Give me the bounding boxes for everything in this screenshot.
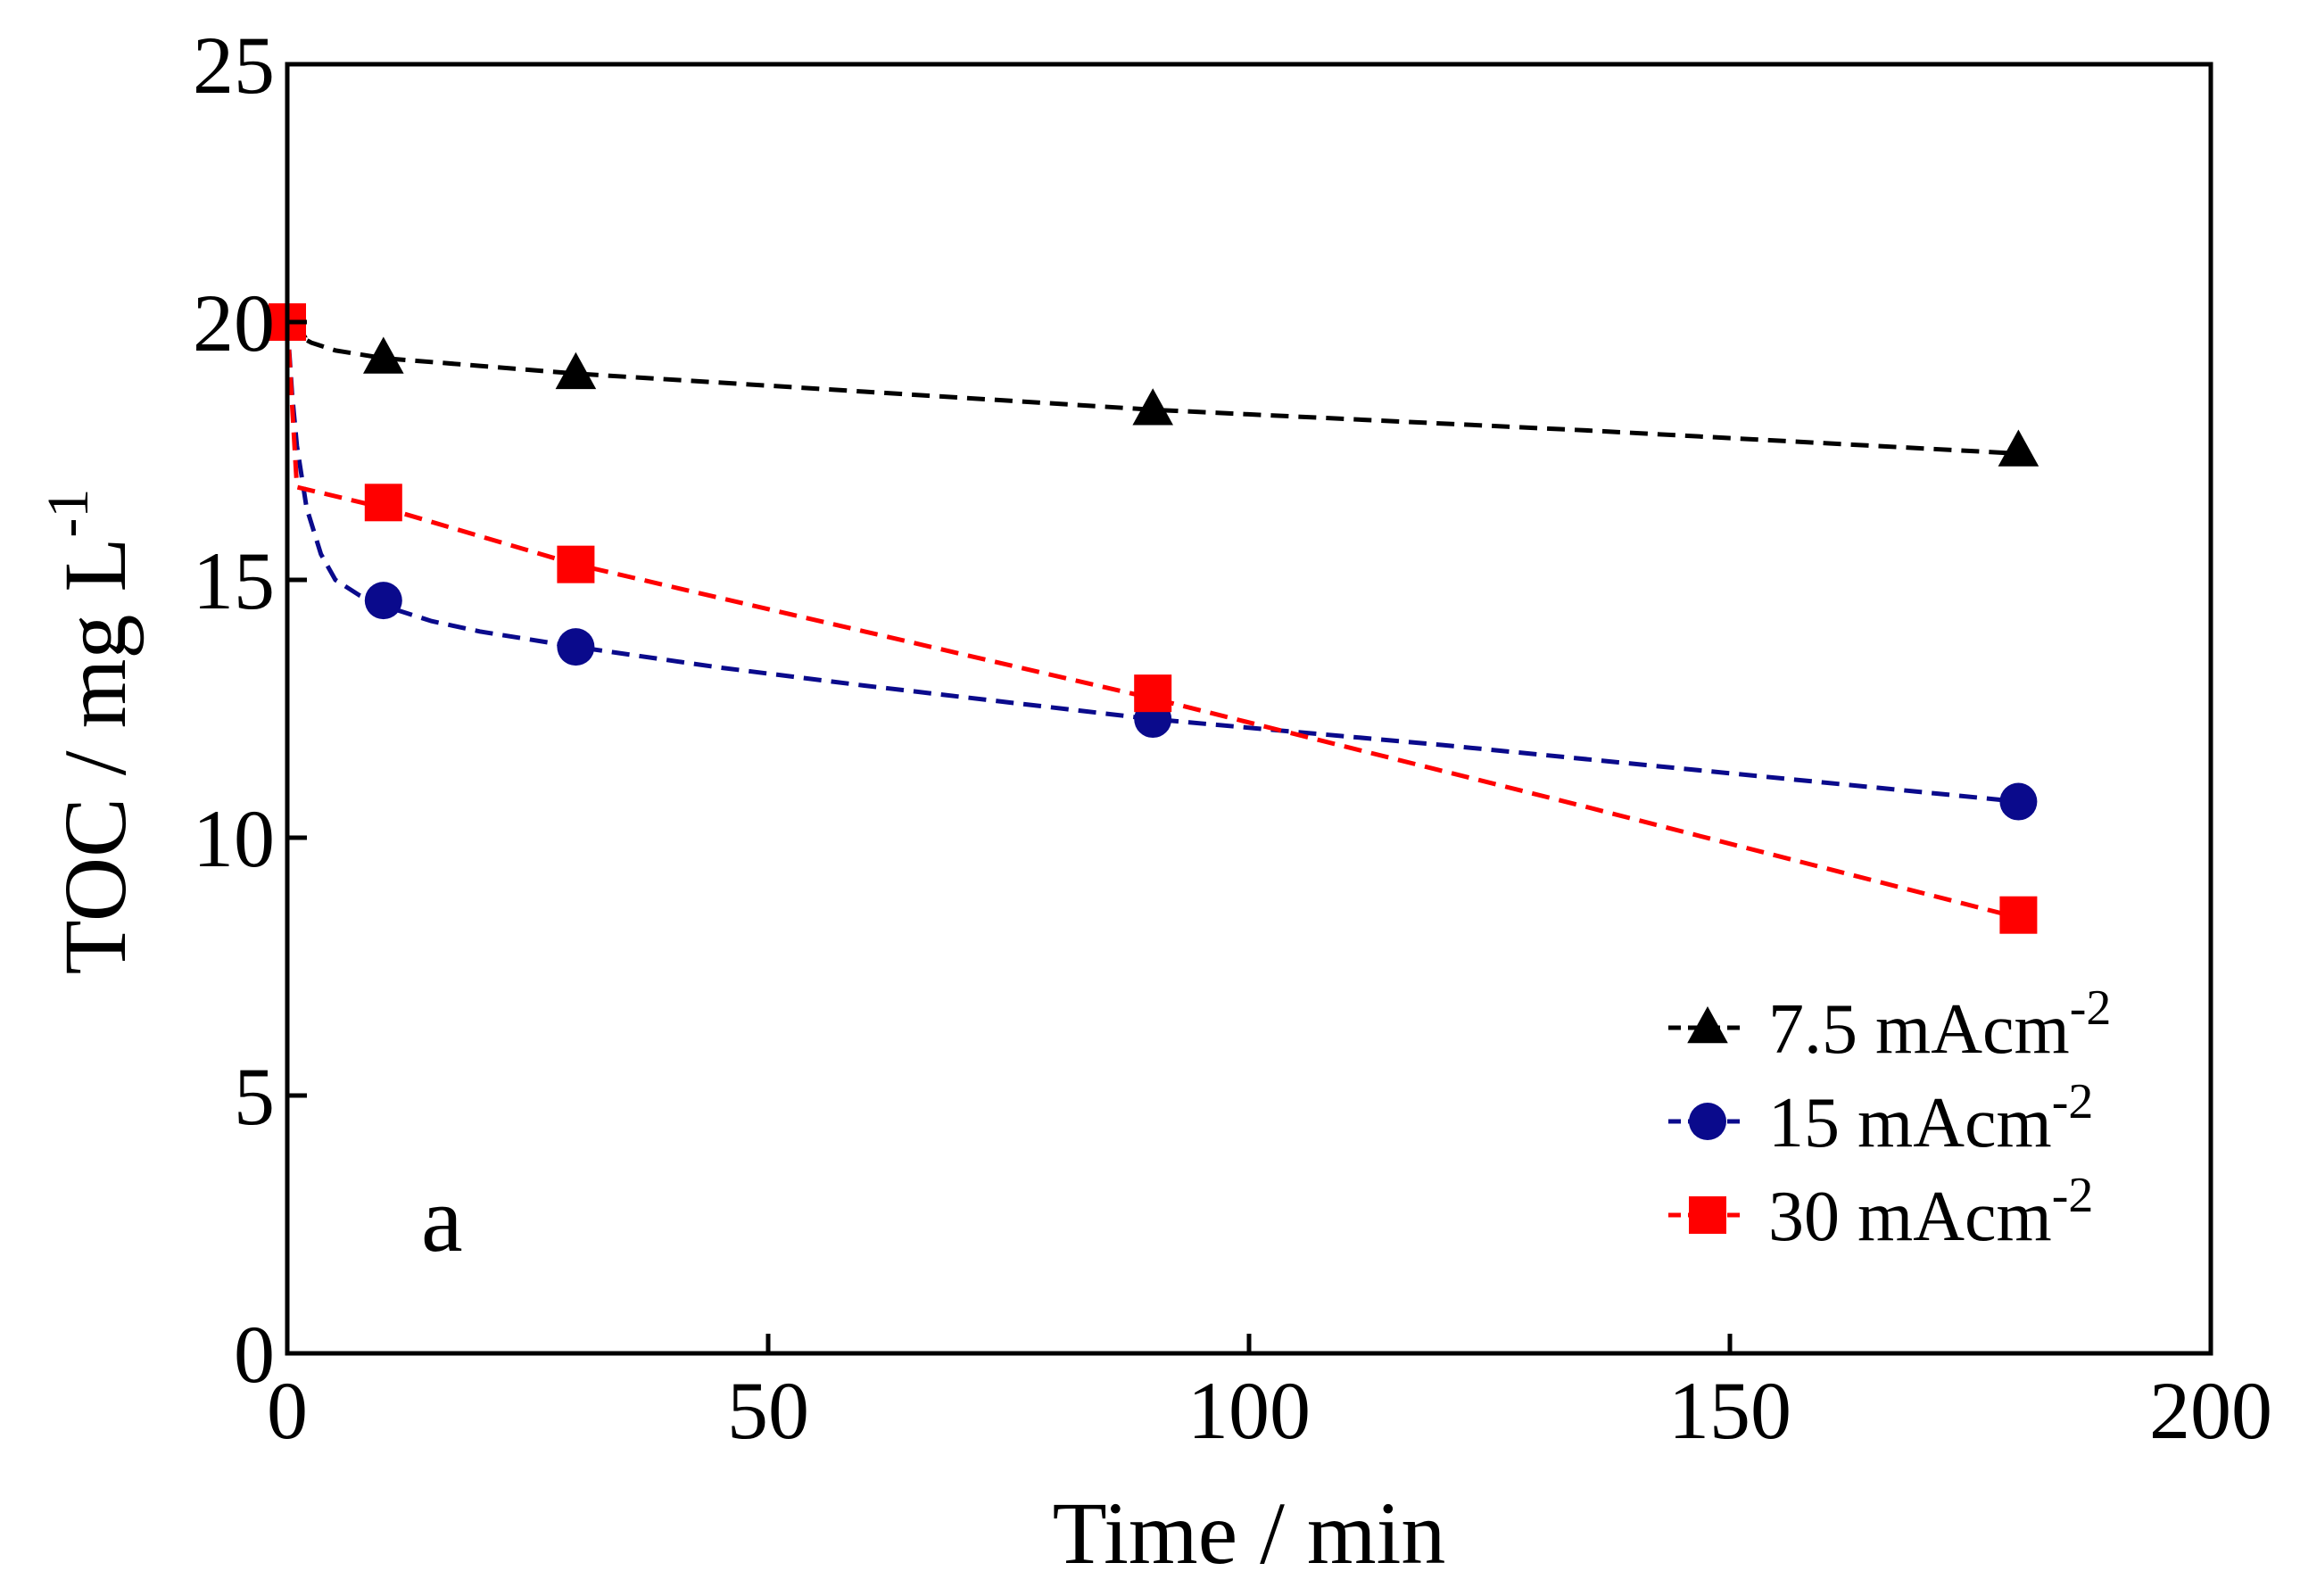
legend-marker-0 bbox=[1687, 1006, 1728, 1044]
y-tick-label-5: 25 bbox=[193, 20, 275, 111]
x-tick-label-2: 100 bbox=[1187, 1365, 1311, 1456]
x-tick-label-1: 50 bbox=[727, 1365, 809, 1456]
legend-label-main-1: 15 mAcm bbox=[1768, 1084, 2052, 1162]
series-2-point-3 bbox=[1134, 674, 1172, 713]
x-tick-label-4: 200 bbox=[2149, 1365, 2272, 1456]
legend-label-2: 30 mAcm-2 bbox=[1768, 1168, 2093, 1256]
series-1-point-1 bbox=[364, 582, 402, 620]
x-tick-label-3: 150 bbox=[1668, 1365, 1791, 1456]
legend-label-sup-1: -2 bbox=[2052, 1074, 2094, 1129]
series-line-2 bbox=[285, 321, 2020, 921]
ticks-layer: 0 50 100 150 200 0 5 10 15 20 25 bbox=[193, 20, 2272, 1456]
legend-label-1: 15 mAcm-2 bbox=[1768, 1074, 2093, 1162]
series-1-point-4 bbox=[1999, 782, 2038, 821]
series-0-point-3 bbox=[1132, 388, 1173, 426]
y-tick-label-3: 15 bbox=[193, 535, 275, 626]
series-2-point-2 bbox=[557, 545, 595, 583]
legend: 7.5 mAcm-215 mAcm-230 mAcm-2 bbox=[1668, 980, 2111, 1256]
y-tick-label-2: 10 bbox=[193, 793, 275, 884]
legend-label-0: 7.5 mAcm-2 bbox=[1768, 980, 2111, 1069]
x-tick-label-0: 0 bbox=[267, 1365, 308, 1456]
legend-label-main-2: 30 mAcm bbox=[1768, 1178, 2052, 1256]
y-tick-label-1: 5 bbox=[234, 1051, 275, 1142]
series-0-point-4 bbox=[1998, 429, 2039, 467]
series-0-point-2 bbox=[555, 351, 597, 390]
series-0-point-1 bbox=[363, 336, 404, 374]
legend-label-sup-0: -2 bbox=[2070, 980, 2112, 1036]
legend-label-main-0: 7.5 mAcm bbox=[1768, 990, 2070, 1069]
series-line-1 bbox=[285, 321, 2019, 804]
y-tick-label-4: 20 bbox=[193, 277, 275, 368]
y-tick-label-0: 0 bbox=[234, 1309, 275, 1400]
y-axis-title: TOC / mg L-1 bbox=[36, 489, 145, 975]
series-line-0 bbox=[285, 320, 2019, 456]
y-axis-title-main: TOC / mg L bbox=[46, 538, 145, 975]
x-axis-title: Time / min bbox=[1053, 1484, 1446, 1583]
y-axis-title-sup: -1 bbox=[36, 489, 101, 538]
series-2-point-4 bbox=[1999, 896, 2038, 934]
series-layer bbox=[267, 301, 2039, 934]
series-2-point-1 bbox=[364, 484, 402, 522]
series-1-point-2 bbox=[557, 628, 595, 666]
legend-marker-1 bbox=[1689, 1103, 1726, 1140]
legend-label-sup-2: -2 bbox=[2052, 1168, 2094, 1223]
panel-label: a bbox=[421, 1167, 463, 1271]
legend-marker-2 bbox=[1689, 1196, 1726, 1234]
